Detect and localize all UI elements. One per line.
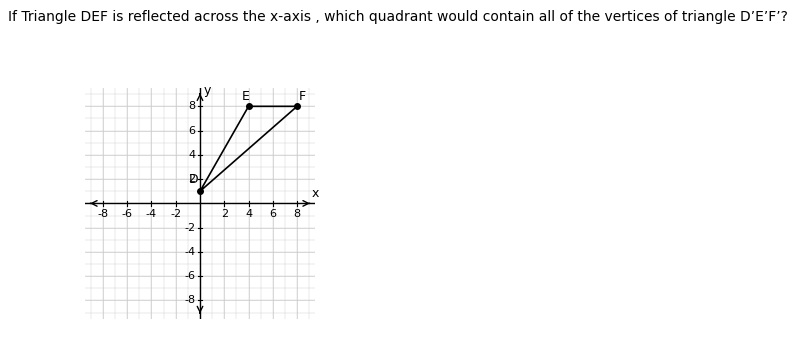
Text: 6: 6	[270, 210, 276, 219]
Text: 2: 2	[188, 174, 195, 184]
Text: -2: -2	[170, 210, 182, 219]
Text: x: x	[311, 187, 319, 200]
Text: 6: 6	[188, 126, 195, 136]
Text: 4: 4	[245, 210, 252, 219]
Text: -8: -8	[98, 210, 109, 219]
Text: -8: -8	[184, 296, 195, 305]
Text: 4: 4	[188, 150, 195, 160]
Text: -4: -4	[184, 247, 195, 257]
Text: F: F	[298, 90, 306, 103]
Text: -6: -6	[122, 210, 133, 219]
Text: 8: 8	[188, 101, 195, 111]
Text: E: E	[242, 90, 250, 103]
Text: 2: 2	[221, 210, 228, 219]
Text: -2: -2	[184, 223, 195, 233]
Text: D: D	[189, 174, 198, 186]
Text: -4: -4	[146, 210, 157, 219]
Text: If Triangle DEF is reflected across the x-axis , which quadrant would contain al: If Triangle DEF is reflected across the …	[8, 10, 788, 24]
Text: 8: 8	[294, 210, 301, 219]
Text: y: y	[204, 84, 211, 97]
Text: -6: -6	[184, 271, 195, 281]
